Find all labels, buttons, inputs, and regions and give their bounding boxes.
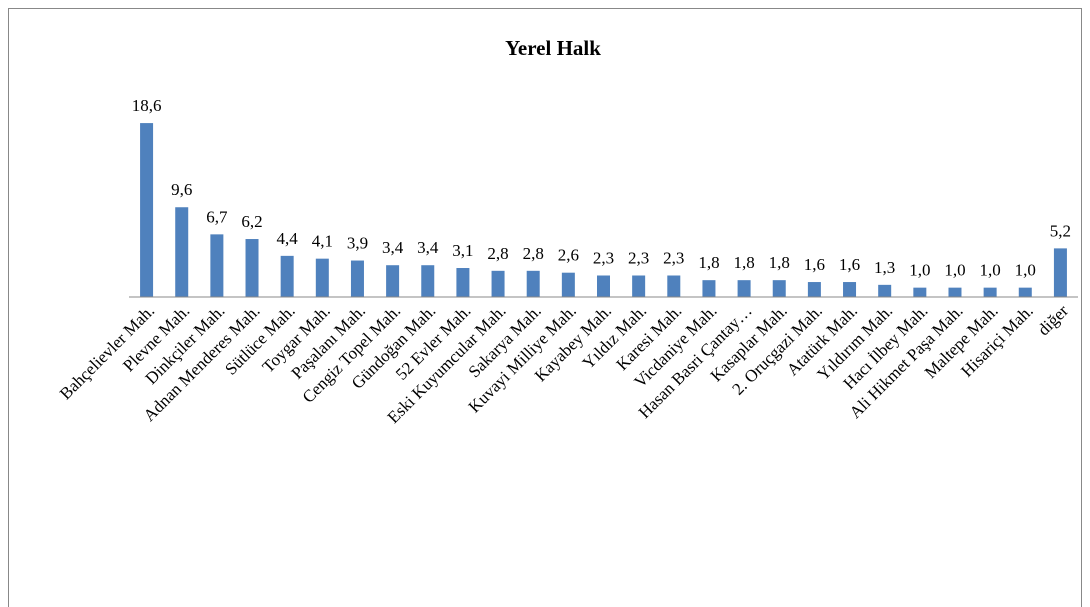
data-label: 3,1 [452,241,473,260]
data-label: 3,9 [347,234,368,253]
bar [386,265,400,297]
data-label: 3,4 [417,238,439,257]
data-label: 4,1 [312,232,333,251]
data-label: 2,8 [523,244,544,263]
bar [913,287,927,297]
data-label: 2,6 [558,246,579,265]
data-label: 1,0 [909,261,930,280]
bar [210,234,224,297]
bar [702,280,716,297]
bar [667,275,681,297]
data-label: 2,3 [663,248,684,267]
bar [772,280,786,297]
bar [491,270,505,297]
chart-title: Yerel Halk [505,36,601,60]
bar [983,287,997,297]
bar [948,287,962,297]
data-label: 18,6 [132,96,162,115]
bar [878,284,892,297]
bar [597,275,610,297]
bar [421,265,435,297]
bar [245,239,259,297]
data-label: 1,0 [944,261,965,280]
data-label: 1,0 [1015,261,1036,280]
data-label: 4,4 [277,229,299,248]
data-label: 9,6 [171,180,192,199]
chart-frame [8,8,1082,607]
data-label: 2,3 [628,248,649,267]
data-label: 2,8 [487,244,508,263]
bar [140,123,154,297]
bar [280,255,294,297]
bar [175,207,189,297]
data-label: 3,4 [382,238,404,257]
bar [350,260,364,297]
data-label: 2,3 [593,248,614,267]
bar [315,258,329,297]
bar [526,270,540,297]
bar [1018,287,1032,297]
data-label: 1,8 [769,253,790,272]
bar [843,282,857,297]
data-label: 6,2 [241,212,262,231]
data-label: 1,8 [733,253,754,272]
bar [632,275,646,297]
data-label: 6,7 [206,207,228,226]
data-label: 1,8 [698,253,719,272]
bar [807,282,821,297]
bar [1053,248,1067,297]
data-label: 1,3 [874,258,895,277]
bar [561,272,575,297]
data-label: 1,6 [839,255,860,274]
data-label: 1,0 [980,261,1001,280]
bar [737,280,751,297]
data-label: 5,2 [1050,221,1071,240]
data-label: 1,6 [804,255,825,274]
bar [456,268,470,297]
